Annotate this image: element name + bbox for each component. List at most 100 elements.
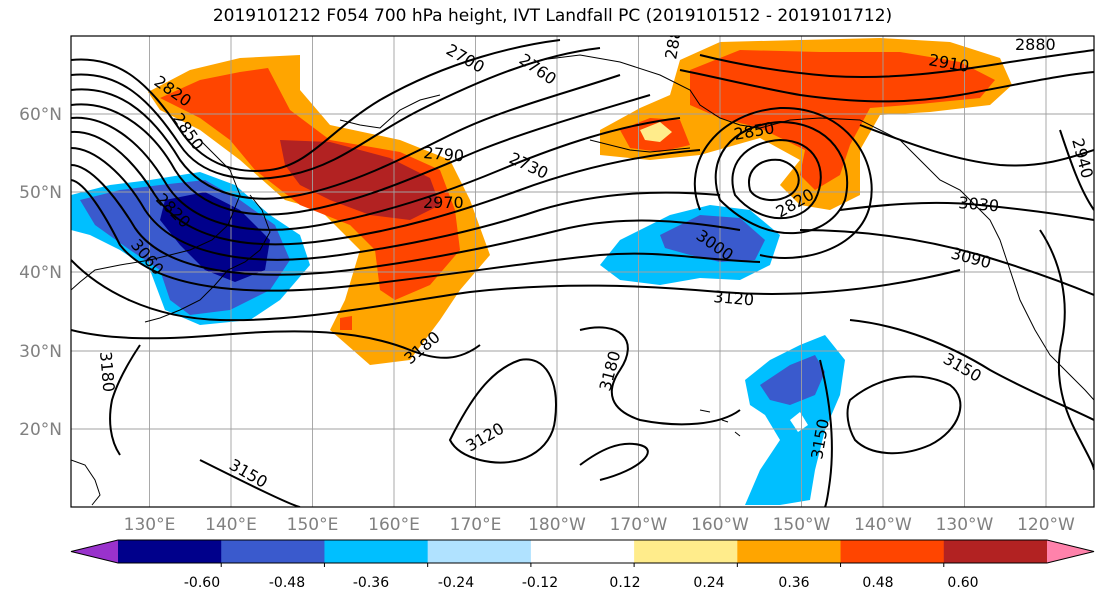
contour-line <box>71 329 481 359</box>
contour-line <box>846 375 962 455</box>
contour-label: 2970 <box>423 193 464 212</box>
contour-line <box>1059 129 1094 211</box>
lon-tick-label: 140°W <box>854 515 912 535</box>
white-hole-hawaii <box>790 412 808 432</box>
colorbar-extend-max <box>1047 540 1094 563</box>
contour-line <box>819 359 833 507</box>
contour-line <box>699 49 1094 79</box>
lon-tick-label: 160°E <box>368 515 420 535</box>
lon-tick-label: 130°E <box>124 515 176 535</box>
positive-ivt-core-gulf-of-alaska <box>690 50 995 190</box>
coastline-kamchatka <box>339 94 441 129</box>
philippines-coast <box>71 459 101 506</box>
lon-tick-label: 170°W <box>610 515 668 535</box>
lon-tick-label: 170°E <box>450 515 502 535</box>
ivt-shading <box>71 38 1012 505</box>
contour-line <box>679 69 1094 103</box>
contour-line <box>71 116 681 231</box>
colorbar-tick-label: -0.12 <box>522 575 558 591</box>
contour-line <box>731 138 822 220</box>
aleutian-islands <box>589 139 691 153</box>
contour-line <box>71 164 741 276</box>
contour-line <box>693 106 873 259</box>
positive-ivt-small-patch <box>340 316 352 330</box>
lat-tick-label: 40°N <box>19 263 62 283</box>
colorbar-tick-labels: -0.60 -0.48 -0.36 -0.24 -0.12 0.12 0.24 … <box>184 575 979 591</box>
colorbar-tick-label: -0.48 <box>269 575 305 591</box>
contour-line <box>748 158 800 202</box>
contour-line <box>448 358 557 464</box>
colorbar-tick-label: -0.36 <box>353 575 389 591</box>
colorbar-tick-label: -0.60 <box>184 575 220 591</box>
contour-line <box>714 120 849 234</box>
contour-line <box>579 326 741 426</box>
lon-tick-label: 120°W <box>1017 515 1075 535</box>
colorbar-extend-min <box>71 540 118 563</box>
latitude-tick-labels: 60°N 50°N 40°N 30°N 20°N <box>19 105 62 440</box>
map-title: 2019101212 F054 700 hPa height, IVT Land… <box>212 6 893 26</box>
map-panel: 2820 2850 2700 2760 2880 2910 2940 2790 … <box>19 35 1095 535</box>
colorbar-tick-label: 0.36 <box>778 575 809 591</box>
contour-line <box>839 201 1094 221</box>
colorbar-segment <box>737 540 842 563</box>
colorbar-segment <box>943 540 1048 563</box>
colorbar-tick-label: 0.60 <box>947 575 978 591</box>
negative-ivt-core-central-pacific <box>660 215 765 262</box>
colorbar-segment <box>324 540 429 563</box>
lat-tick-label: 30°N <box>19 342 62 362</box>
colorbar-tick-label: 0.12 <box>609 575 640 591</box>
colorbar-segments <box>70 539 1095 567</box>
colorbar-tick-label: 0.24 <box>693 575 724 591</box>
lon-tick-label: 140°E <box>205 515 257 535</box>
contour-label: 3180 <box>96 351 118 393</box>
contour-line <box>199 459 301 507</box>
colorbar-segment <box>530 540 635 563</box>
contour-line <box>859 124 1094 167</box>
lon-tick-label: 180°W <box>528 515 586 535</box>
colorbar-segment <box>634 540 738 563</box>
lon-tick-label: 160°W <box>691 515 749 535</box>
colorbar-segment <box>221 540 325 563</box>
contour-line <box>71 130 701 246</box>
contour-line <box>1039 229 1094 471</box>
lon-tick-label: 150°E <box>287 515 339 535</box>
graticule <box>71 36 1094 507</box>
map-frame <box>70 35 1095 508</box>
colorbar-outline <box>70 539 1095 564</box>
contour-line <box>71 94 651 216</box>
contour-line <box>71 259 961 322</box>
negative-ivt-core-hawaii <box>760 355 825 405</box>
height-contours <box>71 39 1094 507</box>
hawaii-islands <box>699 409 741 437</box>
colorbar: -0.60 -0.48 -0.36 -0.24 -0.12 0.12 0.24 … <box>70 539 1095 591</box>
colorbar-segment <box>118 540 222 563</box>
light-yellow-patch <box>640 122 672 142</box>
coastline-japan <box>144 194 271 323</box>
coastline-alaska <box>539 54 976 206</box>
lon-tick-label: 130°W <box>936 515 994 535</box>
colorbar-segment <box>840 540 945 563</box>
colorbar-segment <box>427 540 532 563</box>
coastline-north-america <box>974 204 1094 401</box>
contour-line <box>71 147 721 261</box>
contour-line <box>579 442 649 481</box>
lon-tick-label: 150°W <box>773 515 831 535</box>
lat-tick-label: 20°N <box>19 420 62 440</box>
longitude-tick-labels: 130°E 140°E 150°E 160°E 170°E 180°W 170°… <box>124 515 1075 535</box>
positive-ivt-max-west <box>280 140 440 220</box>
contour-line <box>71 179 761 292</box>
contour-label: 2790 <box>423 143 465 165</box>
contour-line <box>799 229 1094 296</box>
lat-tick-label: 60°N <box>19 105 62 125</box>
colorbar-tick-label: -0.24 <box>438 575 474 591</box>
contour-line <box>109 344 141 456</box>
contour-line <box>71 39 561 172</box>
contour-label: 3030 <box>958 193 1000 215</box>
contour-line <box>71 47 601 180</box>
contour-label: 3120 <box>713 287 755 309</box>
colorbar-tick-label: 0.48 <box>862 575 893 591</box>
coastlines <box>71 54 1094 506</box>
contour-label: 2880 <box>1015 35 1056 54</box>
lat-tick-label: 50°N <box>19 183 62 203</box>
